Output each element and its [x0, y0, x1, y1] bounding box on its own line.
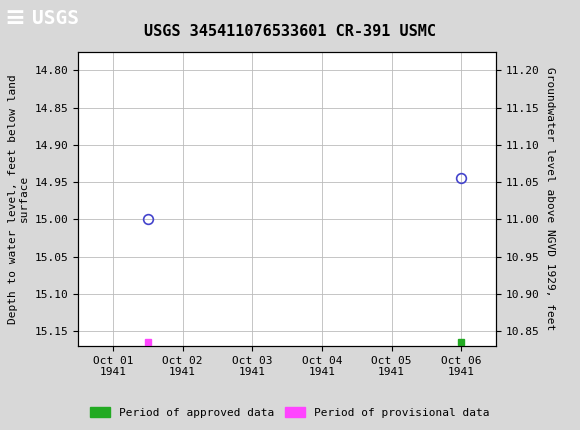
Text: USGS: USGS — [32, 9, 79, 28]
Text: USGS 345411076533601 CR-391 USMC: USGS 345411076533601 CR-391 USMC — [144, 24, 436, 39]
Y-axis label: Groundwater level above NGVD 1929, feet: Groundwater level above NGVD 1929, feet — [545, 67, 555, 331]
Legend: Period of approved data, Period of provisional data: Period of approved data, Period of provi… — [86, 403, 494, 422]
Text: ≡: ≡ — [5, 6, 26, 30]
Y-axis label: Depth to water level, feet below land
surface: Depth to water level, feet below land su… — [8, 74, 29, 324]
